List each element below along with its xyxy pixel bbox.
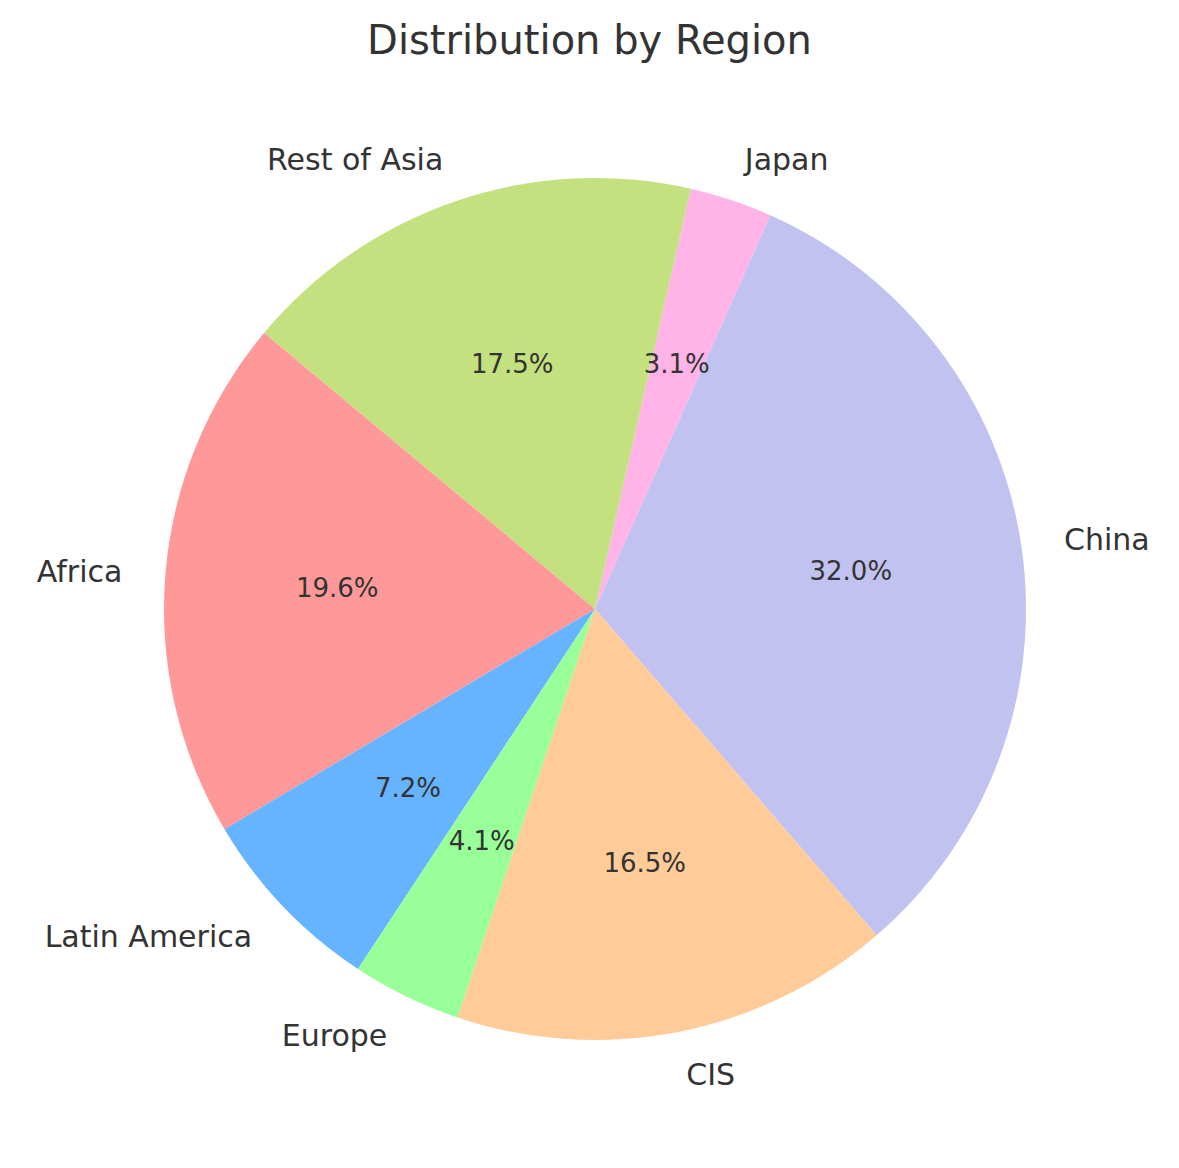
slice-label: Latin America	[45, 919, 253, 954]
percent-label: 32.0%	[810, 556, 893, 586]
percent-label: 4.1%	[449, 826, 515, 856]
percent-label: 19.6%	[296, 573, 379, 603]
percent-label: 16.5%	[603, 848, 686, 878]
slice-label: CIS	[686, 1057, 735, 1092]
slices	[164, 178, 1026, 1040]
chart-title: Distribution by Region	[367, 17, 812, 63]
slice-label: Africa	[37, 554, 123, 589]
chart-container: Distribution by Region China 32.0% Japan 3.1…	[0, 0, 1179, 1168]
slice-label: China	[1064, 522, 1150, 557]
slice-label: Japan	[743, 142, 829, 177]
pie-slice	[458, 609, 877, 1040]
slice-label: Rest of Asia	[267, 142, 443, 177]
labels: China 32.0% Japan 3.1% Rest of Asia 17.5% Afri…	[37, 142, 1150, 1092]
pie-chart: Distribution by Region China 32.0% Japan 3.1…	[0, 0, 1179, 1168]
percent-label: 3.1%	[644, 349, 710, 379]
percent-label: 17.5%	[471, 349, 554, 379]
slice-label: Europe	[282, 1018, 388, 1053]
percent-label: 7.2%	[375, 773, 441, 803]
